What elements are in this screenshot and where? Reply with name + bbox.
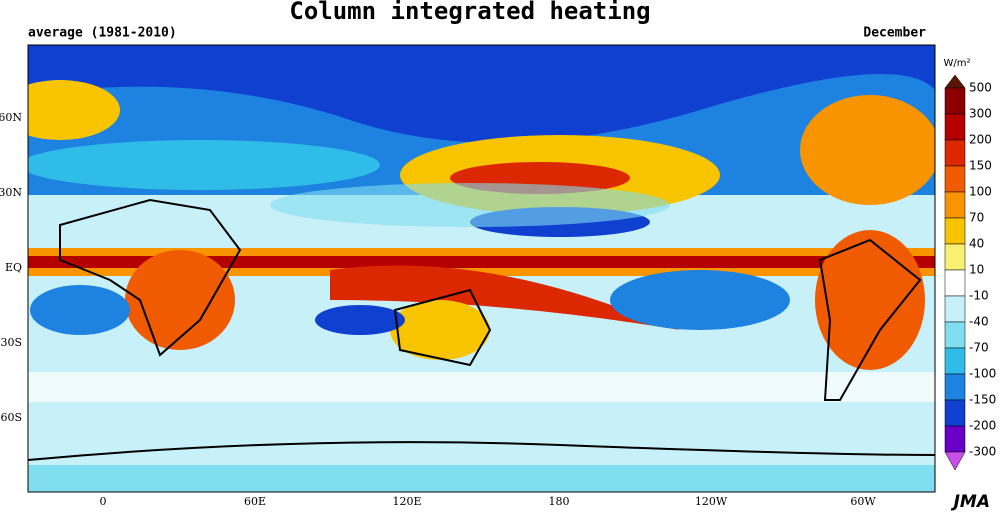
colorbar-label: 70 xyxy=(969,211,984,225)
month: December xyxy=(863,26,926,41)
colorbar-label: 300 xyxy=(969,107,992,121)
colorbar-segment xyxy=(944,425,966,453)
colorbar-label: -40 xyxy=(969,315,989,329)
map-frame xyxy=(27,44,936,493)
colorbar-segment xyxy=(944,87,966,115)
colorbar-segment xyxy=(944,139,966,167)
lon-label: 120E xyxy=(392,495,421,508)
colorbar-segment xyxy=(944,399,966,427)
colorbar-segment xyxy=(944,269,966,297)
colorbar-label: 200 xyxy=(969,133,992,147)
colorbar-segment xyxy=(944,243,966,271)
map xyxy=(28,45,935,492)
colorbar-label: -300 xyxy=(969,445,996,459)
colorbar-label: -10 xyxy=(969,289,989,303)
colorbar-segment xyxy=(944,321,966,349)
lon-label: 0 xyxy=(100,495,107,508)
lon-label: 60E xyxy=(244,495,266,508)
colorbar-segment xyxy=(944,74,966,89)
colorbar-label: 150 xyxy=(969,159,992,173)
lon-label: 60W xyxy=(850,495,876,508)
colorbar-label: 500 xyxy=(969,81,992,95)
lon-label: 180 xyxy=(549,495,570,508)
colorbar-segment xyxy=(944,373,966,401)
colorbar-unit: W/m² xyxy=(943,58,970,69)
colorbar-segment xyxy=(944,165,966,193)
title: Column integrated heating xyxy=(289,0,650,25)
colorbar-segment xyxy=(944,451,966,471)
colorbar-label: -200 xyxy=(969,419,996,433)
lat-label: 30N xyxy=(0,186,22,199)
lat-label: 60N xyxy=(0,111,22,124)
colorbar-label: -100 xyxy=(969,367,996,381)
lon-label: 120W xyxy=(695,495,728,508)
lat-label: 60S xyxy=(0,411,22,424)
colorbar-label: -70 xyxy=(969,341,989,355)
subtitle: average (1981-2010) xyxy=(28,26,177,41)
colorbar-segment xyxy=(944,191,966,219)
colorbar-label: 100 xyxy=(969,185,992,199)
colorbar-segment xyxy=(944,295,966,323)
credit: JMA xyxy=(951,492,990,512)
colorbar-segment xyxy=(944,217,966,245)
lat-label: EQ xyxy=(5,261,22,274)
lat-label: 30S xyxy=(0,336,22,349)
colorbar-segment xyxy=(944,347,966,375)
colorbar-segment xyxy=(944,113,966,141)
colorbar-label: 10 xyxy=(969,263,984,277)
colorbar-label: 40 xyxy=(969,237,984,251)
colorbar-label: -150 xyxy=(969,393,996,407)
